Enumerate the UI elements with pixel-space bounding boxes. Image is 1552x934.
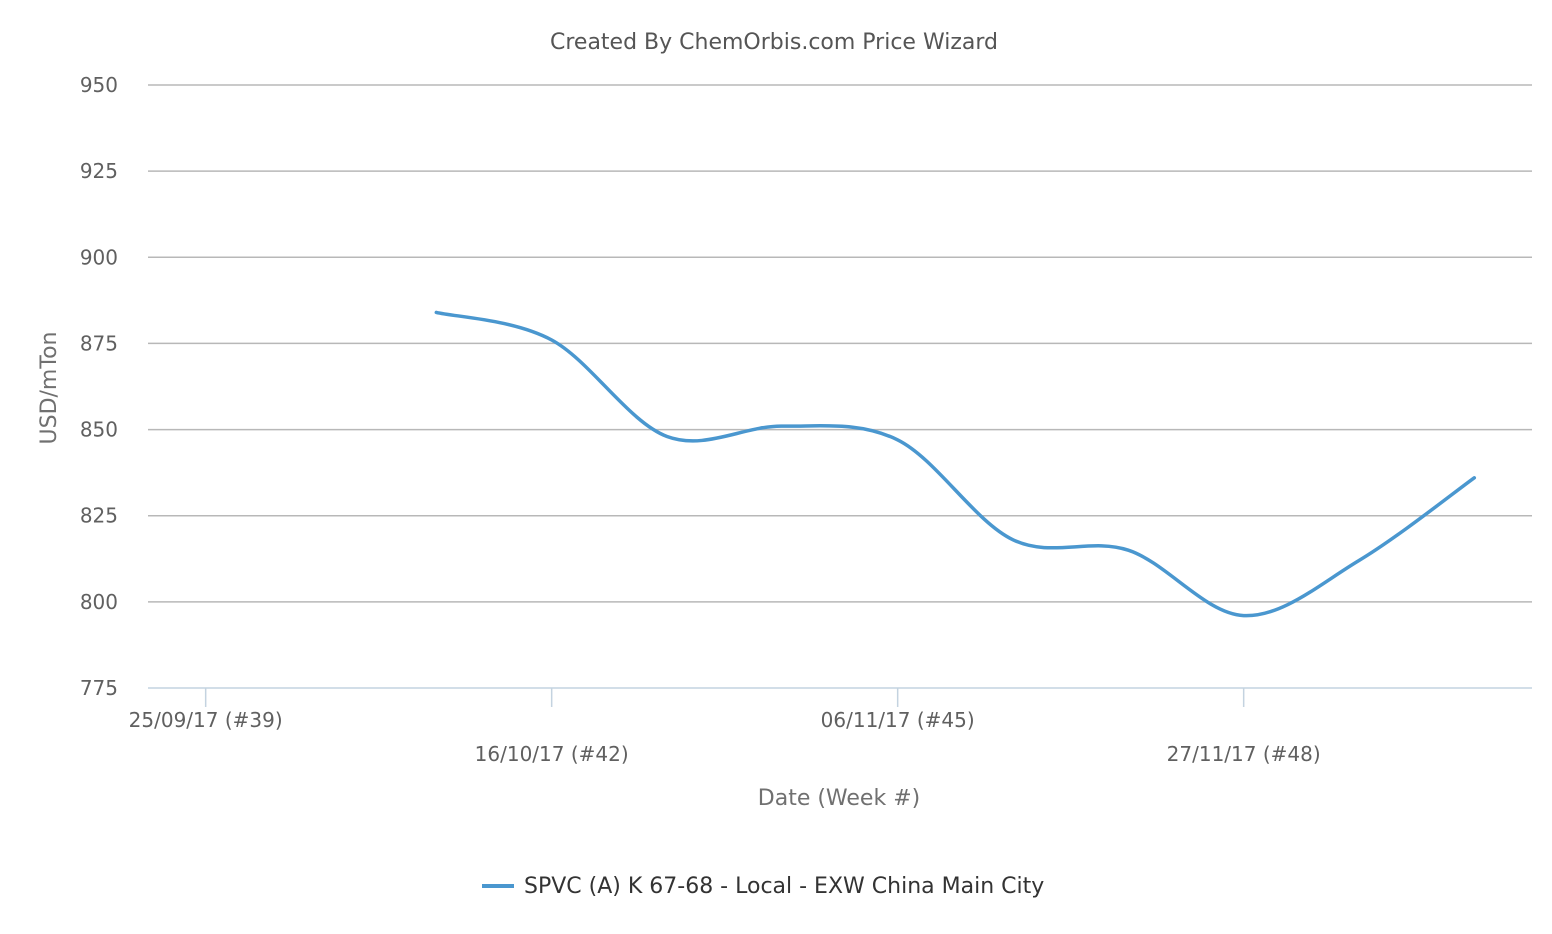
data-point-3[interactable] [776,420,788,432]
legend-label: SPVC (A) K 67-68 - Local - EXW China Mai… [524,874,1044,899]
y-tick-label-775: 775 [80,676,118,700]
x-tick-label-48: 27/11/17 (#48) [1167,742,1321,766]
y-tick-label-925: 925 [80,159,118,183]
x-axis-title: Date (Week #) [758,786,920,811]
grid-lines [148,84,1532,603]
data-point-4[interactable] [892,434,904,446]
x-tick-label-42: 16/10/17 (#42) [475,742,629,766]
data-point-6[interactable] [1122,544,1134,556]
y-tick-label-800: 800 [80,590,118,614]
y-tick-label-900: 900 [80,245,118,269]
data-point-5[interactable] [1007,534,1019,546]
data-point-9[interactable] [1468,472,1480,484]
data-point-0[interactable] [430,306,442,318]
y-tick-label-950: 950 [80,73,118,97]
data-point-8[interactable] [1353,555,1365,567]
series-layer [430,306,1480,622]
chart-title: Created By ChemOrbis.com Price Wizard [550,30,998,55]
y-tick-label-850: 850 [80,418,118,442]
y-tick-label-875: 875 [80,331,118,355]
x-tick-label-45: 06/11/17 (#45) [821,708,975,732]
y-axis-title: USD/mTon [37,332,62,445]
legend[interactable]: SPVC (A) K 67-68 - Local - EXW China Mai… [482,874,1044,899]
x-axis-ticks: 25/09/17 (#39) 16/10/17 (#42) 06/11/17 (#4… [129,688,1321,766]
series-line-0[interactable] [434,310,1477,618]
y-tick-label-825: 825 [80,504,118,528]
x-tick-label-39: 25/09/17 (#39) [129,708,283,732]
data-point-1[interactable] [546,334,558,346]
data-point-7[interactable] [1238,610,1250,622]
y-axis-tick-labels: 775 800 825 850 875 900 925 950 [80,73,118,700]
data-point-2[interactable] [661,430,673,442]
